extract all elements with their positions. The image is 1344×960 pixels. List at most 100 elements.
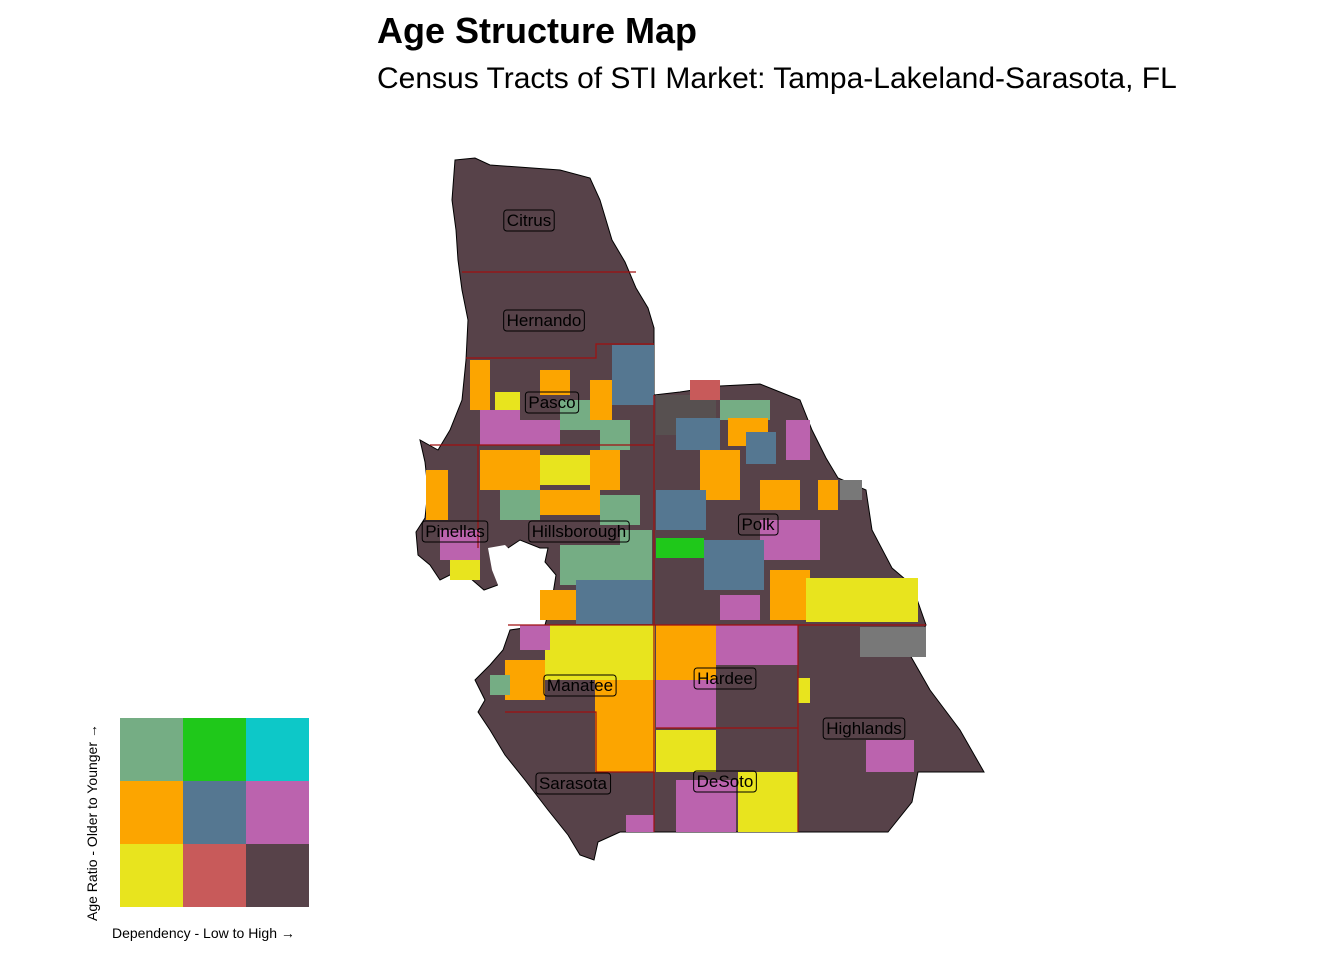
county-label-text: DeSoto (697, 772, 754, 791)
legend-cell (246, 718, 309, 781)
tract (590, 380, 612, 420)
tract (600, 495, 640, 525)
county-label-text: Hardee (697, 669, 753, 688)
county-label-text: Pinellas (425, 522, 485, 541)
county-borders (430, 271, 926, 832)
county-label-text: Hillsborough (532, 522, 627, 541)
legend-cell (183, 718, 246, 781)
tract (806, 578, 918, 622)
tract (738, 772, 798, 832)
tract (676, 418, 720, 450)
county-label-text: Pasco (528, 393, 575, 412)
tract (590, 450, 620, 490)
tract (520, 625, 550, 650)
legend-x-axis-label: Dependency - Low to High → (112, 925, 295, 941)
tract (450, 560, 480, 580)
tract (716, 625, 798, 665)
tract (786, 420, 810, 460)
tract (770, 570, 810, 620)
county-label-desoto: DeSoto (693, 770, 757, 793)
tract (656, 538, 704, 558)
tract (720, 595, 760, 620)
tract (540, 370, 570, 395)
tract (612, 345, 654, 405)
county-label-box (535, 772, 612, 795)
county-label-polk: Polk (737, 513, 779, 536)
tract (540, 455, 590, 485)
tract (690, 380, 720, 400)
county-label-text: Polk (741, 515, 775, 534)
tract (545, 625, 655, 680)
legend-cell (246, 781, 309, 844)
tract (495, 392, 520, 410)
tract (818, 480, 838, 510)
tract (676, 780, 736, 832)
county-label-box (503, 209, 555, 232)
tract (576, 580, 652, 624)
county-label-box (524, 391, 580, 414)
county-label-text: Hernando (507, 311, 582, 330)
tract (656, 625, 716, 680)
tract (540, 590, 576, 620)
tract (426, 470, 448, 520)
bay (470, 545, 548, 650)
map-title: Age Structure Map (377, 10, 698, 51)
map-subtitle: Census Tracts of STI Market: Tampa-Lakel… (377, 62, 1177, 95)
tract (656, 730, 716, 772)
tract (760, 520, 820, 560)
legend-cell (183, 844, 246, 907)
county-label-hardee: Hardee (693, 667, 757, 690)
tract (540, 490, 600, 515)
tract (626, 815, 654, 832)
tract (720, 400, 770, 420)
legend-cell (183, 781, 246, 844)
border-hernando-pasco (466, 343, 654, 359)
legend-y-axis-label: Age Ratio - Older to Younger → (84, 724, 100, 921)
bivariate-legend (120, 718, 309, 907)
tract (840, 480, 862, 500)
county-label-box (503, 309, 585, 332)
tract (480, 410, 520, 445)
tract (798, 678, 810, 703)
county-label-box (693, 667, 757, 690)
legend-cell (120, 718, 183, 781)
county-label-text: Citrus (507, 211, 551, 230)
county-label-manatee: Manatee (543, 674, 617, 697)
county-label-hernando: Hernando (503, 309, 585, 332)
tampa-bay-water (470, 545, 548, 650)
border-manatee-sarasota (505, 711, 654, 773)
county-label-text: Manatee (547, 676, 613, 695)
tract (560, 545, 620, 585)
tract (620, 530, 652, 580)
tract (860, 627, 926, 657)
tract (500, 490, 540, 520)
county-label-pasco: Pasco (524, 391, 580, 414)
tract-patches (426, 345, 926, 832)
tract (505, 660, 545, 700)
county-label-hillsborough: Hillsborough (528, 520, 630, 543)
county-label-highlands: Highlands (822, 717, 906, 740)
county-label-box (543, 674, 617, 697)
county-label-text: Highlands (826, 719, 902, 738)
county-label-citrus: Citrus (503, 209, 555, 232)
county-label-sarasota: Sarasota (535, 772, 612, 795)
county-label-text: Sarasota (539, 774, 608, 793)
tract (760, 480, 800, 510)
county-label-pinellas: Pinellas (421, 520, 489, 543)
tract (700, 450, 740, 500)
tract (656, 490, 706, 530)
tract (480, 450, 540, 490)
tract (520, 420, 560, 445)
tract (746, 432, 776, 464)
county-label-box (822, 717, 906, 740)
tract (866, 740, 914, 772)
tract (656, 680, 716, 728)
tract (595, 680, 655, 772)
tract (440, 530, 480, 560)
county-labels: Citrus Hernando Pasco Pinellas Hillsborough P… (421, 209, 906, 795)
legend-cell (120, 844, 183, 907)
tract (490, 675, 510, 695)
county-label-box (421, 520, 489, 543)
county-label-box (737, 513, 779, 536)
